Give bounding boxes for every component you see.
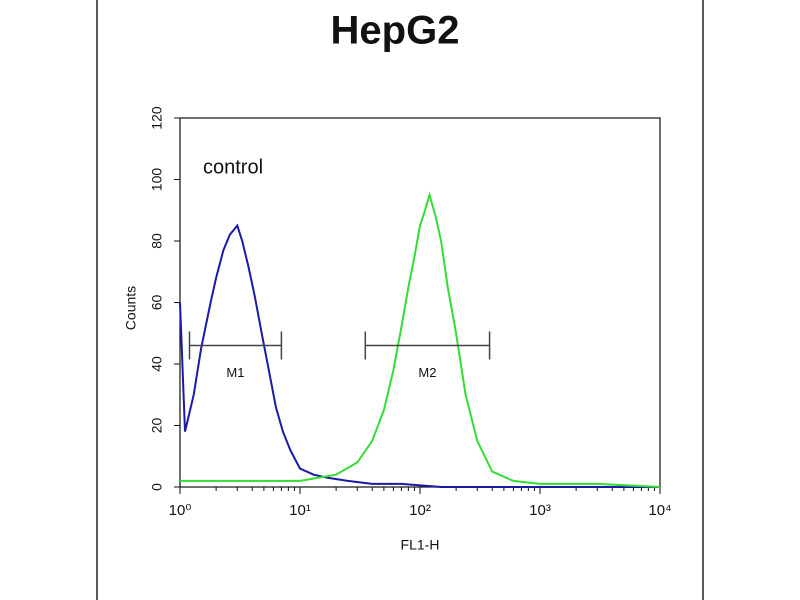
y-tick-label: 120: [149, 106, 165, 130]
chart-title: HepG2: [331, 9, 460, 53]
x-tick-label: 10²: [409, 502, 431, 519]
x-tick-label: 10¹: [289, 502, 311, 519]
x-axis-label: FL1-H: [401, 537, 440, 553]
y-tick-label: 40: [149, 356, 165, 372]
y-tick-label: 60: [149, 295, 165, 311]
y-tick-label: 100: [149, 168, 165, 192]
x-tick-label: 10³: [529, 502, 551, 519]
x-tick-label: 10⁴: [648, 502, 671, 519]
x-tick-label: 10⁰: [169, 502, 192, 519]
y-axis-label: Counts: [123, 286, 139, 330]
marker-label: M2: [418, 365, 436, 380]
histogram-line: [179, 223, 660, 488]
y-tick-label: 0: [149, 483, 165, 491]
y-tick-label: 20: [149, 418, 165, 434]
histogram-line: [180, 191, 661, 488]
marker-label: M1: [226, 365, 244, 380]
y-tick-label: 80: [149, 233, 165, 249]
annotation: control: [203, 156, 263, 178]
frame: [96, 0, 704, 600]
marker-range: [188, 331, 283, 360]
marker-range: [364, 331, 491, 360]
